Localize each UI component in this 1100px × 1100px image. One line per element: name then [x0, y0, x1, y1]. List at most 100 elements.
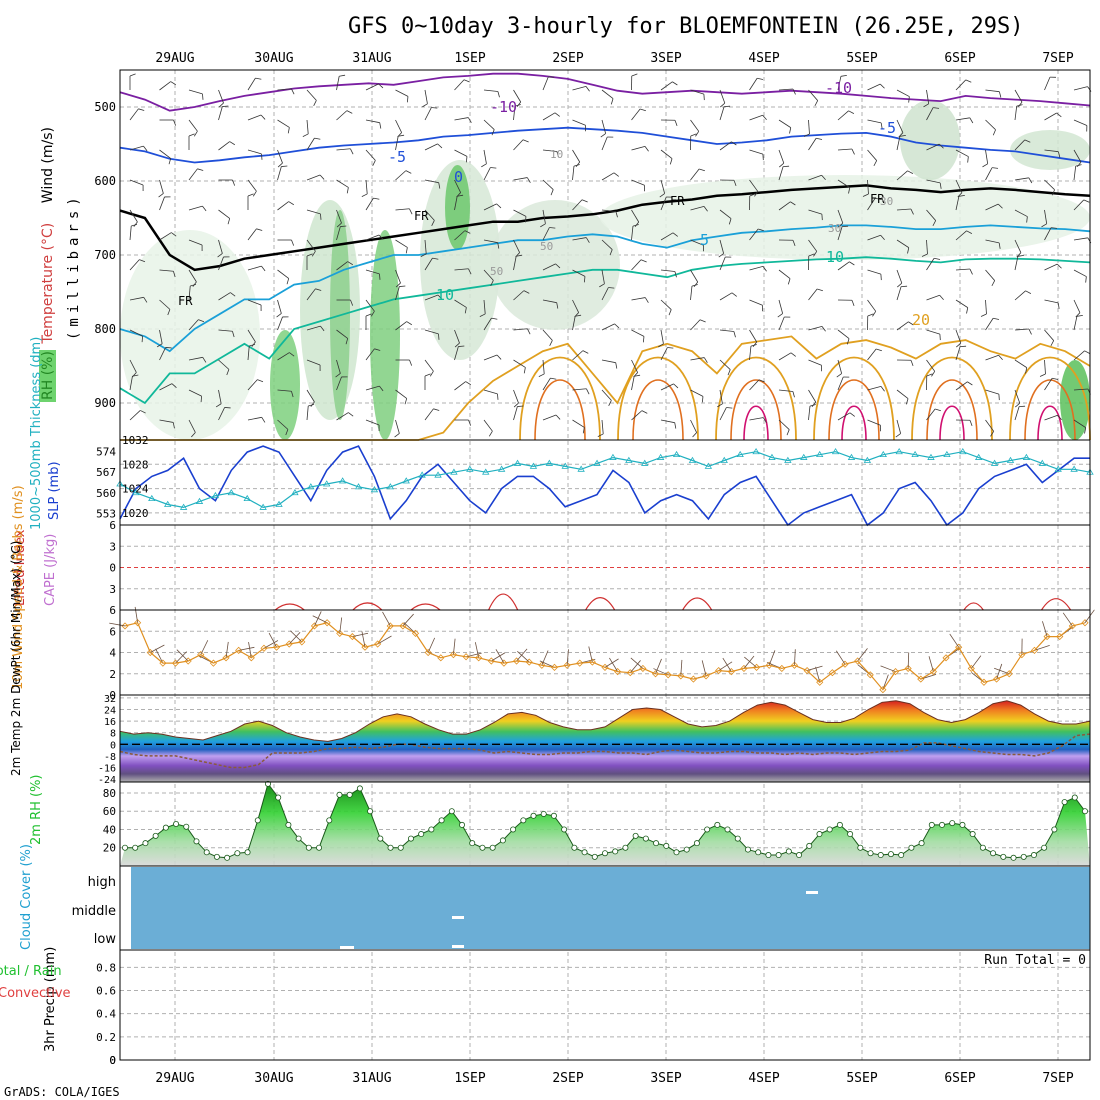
wind-barb	[669, 158, 673, 165]
wind-barb	[281, 165, 288, 167]
wind10-barb	[225, 641, 229, 658]
x-tick-label-bottom: 5SEP	[846, 1071, 877, 1086]
wind-barb	[1051, 189, 1055, 196]
wind-barb	[523, 367, 526, 374]
isotherm-lobe	[534, 379, 586, 441]
li-tick-label: 6	[109, 519, 116, 532]
wind-barb	[693, 281, 699, 287]
wind-barb	[895, 433, 901, 438]
wind-barb	[438, 333, 440, 340]
x-tick-label-bottom: 1SEP	[454, 1071, 485, 1086]
wind10-barb	[491, 652, 506, 662]
wind-barb	[752, 341, 758, 347]
wind-barb	[719, 141, 732, 151]
wind-barb	[572, 237, 587, 241]
wind-barb	[218, 292, 231, 301]
wind-barb	[985, 419, 995, 432]
rh-point	[254, 817, 261, 824]
wind-barb	[454, 268, 469, 271]
wind-barb	[817, 288, 823, 292]
rh-point	[356, 785, 363, 792]
wind-barb	[601, 269, 605, 284]
x-tick-label-top: 1SEP	[454, 51, 485, 66]
wind-barb	[247, 346, 250, 361]
rh-tick-label: 60	[103, 805, 116, 818]
wind-barb	[660, 347, 668, 361]
wind-barb	[188, 286, 191, 301]
wind-barb	[306, 253, 313, 257]
wind-barb	[872, 311, 877, 317]
wind-barb	[572, 350, 584, 361]
wind-barb	[899, 134, 906, 137]
wind-barb	[601, 119, 607, 134]
wind-barb	[896, 321, 909, 331]
y-tick-label: 700	[94, 248, 116, 262]
wind-barb	[229, 141, 235, 146]
wind10-barb	[339, 617, 343, 634]
wind-barb	[660, 329, 664, 344]
rh-point	[908, 844, 915, 851]
temp-ylabel-group: 2m Temp 2m DewPt (6hr Min/Max) (°C)	[9, 541, 23, 776]
wind-barb	[513, 177, 528, 181]
rh-point	[285, 821, 292, 828]
wind-barb	[896, 208, 911, 211]
wind-barb	[465, 156, 468, 163]
wind-barb	[642, 336, 645, 343]
wind-point	[1005, 670, 1013, 678]
isotherm-lobe	[632, 379, 684, 441]
wind-barb	[955, 179, 963, 193]
wind-barb	[129, 376, 133, 391]
wind-barb	[277, 389, 292, 392]
rh-shading	[420, 160, 500, 360]
wind-barb	[998, 242, 1001, 249]
wind-barb	[749, 228, 759, 241]
wind-barb	[420, 253, 427, 257]
wind-barb	[672, 232, 678, 237]
rh-point	[847, 831, 854, 838]
wind-barb	[631, 108, 641, 121]
contour-label: -10	[490, 98, 517, 116]
wind-barb	[347, 261, 353, 266]
wind-barb	[306, 239, 316, 252]
wind-barb	[497, 91, 500, 98]
wind10-barb	[263, 640, 279, 649]
isotherm-5	[119, 224, 1091, 353]
wind-barb	[600, 133, 606, 138]
wind-barb	[513, 328, 528, 331]
wind-barb	[572, 119, 586, 126]
rh-point	[244, 849, 251, 856]
wind-barb	[632, 224, 639, 227]
wind-barb	[424, 373, 431, 377]
wind-barb	[313, 100, 317, 106]
wind-barb	[188, 389, 202, 397]
x-tick-label-top: 4SEP	[748, 51, 779, 66]
wind-barb	[454, 299, 467, 308]
rh-point	[673, 849, 680, 856]
wind-barb	[159, 269, 174, 272]
wind-barb	[601, 136, 608, 151]
wind-barb	[1073, 86, 1088, 91]
wind-barb	[808, 138, 817, 151]
wind-barb	[513, 402, 519, 408]
x-tick-label-bottom: 29AUG	[155, 1071, 194, 1086]
li-segment	[682, 597, 713, 611]
wind-barb	[516, 254, 523, 257]
wind-barb	[395, 136, 399, 151]
wind-barb	[422, 103, 428, 108]
wind-barb	[573, 164, 580, 167]
wind-barb	[731, 141, 737, 146]
wind-barb	[365, 419, 380, 426]
wind-barb	[129, 179, 144, 186]
wind-barb	[641, 410, 648, 414]
wind10-barb	[495, 649, 505, 664]
wind-barb	[232, 331, 235, 338]
thickness-point	[831, 447, 840, 455]
rh-point	[918, 840, 925, 847]
wind-barb	[433, 408, 440, 411]
wind-barb	[395, 419, 400, 434]
wind-barb	[159, 179, 164, 194]
rh-point	[407, 835, 414, 842]
wind-barb	[361, 193, 368, 197]
wind-barb	[542, 76, 549, 91]
precip-tick-label: 0.6	[96, 985, 116, 998]
